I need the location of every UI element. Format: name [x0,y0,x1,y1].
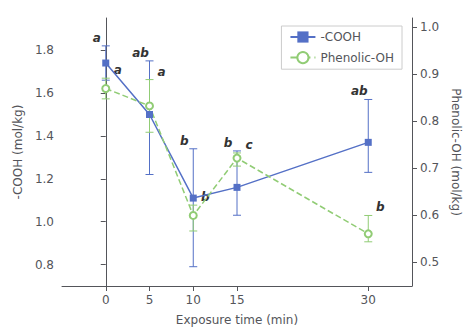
svg-text:b: b [180,134,189,148]
svg-text:-COOH (mol/kg): -COOH (mol/kg) [11,105,25,200]
svg-text:15: 15 [229,293,244,307]
svg-text:10: 10 [186,293,201,307]
svg-text:c: c [245,138,252,152]
svg-text:0.7: 0.7 [420,161,439,175]
svg-text:1.0: 1.0 [420,20,439,34]
svg-text:ab: ab [132,46,149,60]
svg-text:b: b [201,190,210,204]
svg-text:0.6: 0.6 [420,208,439,222]
svg-text:1.4: 1.4 [35,129,54,143]
svg-text:Phenolic-OH: Phenolic-OH [320,51,394,65]
svg-text:0: 0 [102,293,110,307]
svg-text:a: a [114,63,122,77]
svg-text:1.6: 1.6 [35,86,54,100]
svg-text:a: a [93,31,101,45]
svg-text:1.2: 1.2 [35,172,54,186]
svg-text:1.0: 1.0 [35,215,54,229]
svg-text:0.8: 0.8 [420,114,439,128]
svg-text:b: b [224,136,233,150]
svg-text:0.8: 0.8 [35,258,54,272]
svg-text:Phenolic-OH (mol/kg): Phenolic-OH (mol/kg) [449,88,463,216]
svg-text:b: b [376,200,385,214]
svg-text:0.9: 0.9 [420,67,439,81]
svg-text:-COOH: -COOH [320,30,361,44]
svg-text:1.8: 1.8 [35,43,54,57]
svg-text:Exposure time (min): Exposure time (min) [176,313,298,327]
svg-text:5: 5 [146,293,154,307]
svg-text:a: a [157,65,165,79]
svg-text:ab: ab [351,84,368,98]
svg-text:0.5: 0.5 [420,255,439,269]
svg-text:30: 30 [361,293,376,307]
